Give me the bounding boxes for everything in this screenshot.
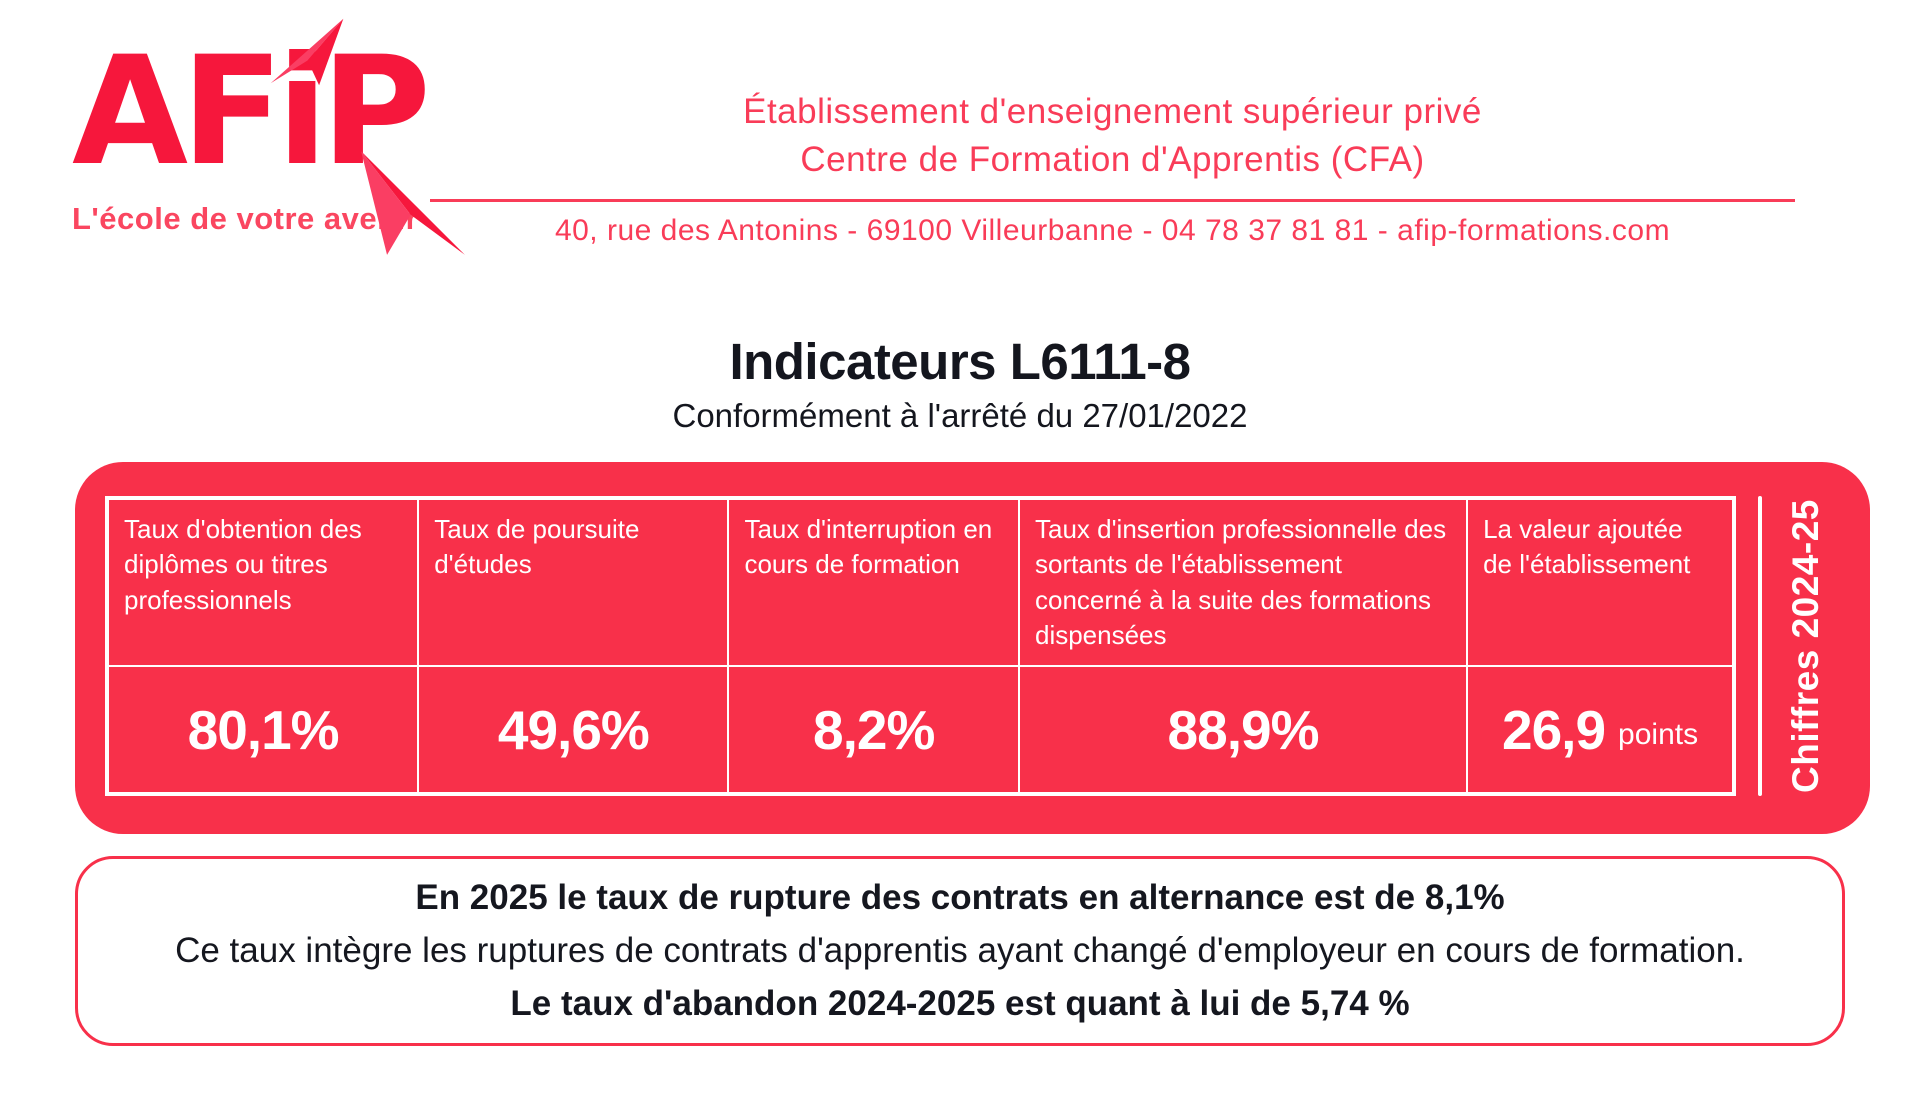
page-subtitle: Conformément à l'arrêté du 27/01/2022	[672, 397, 1248, 434]
header-divider	[430, 198, 1795, 202]
value-valeur-ajoutee: 26,9	[1501, 698, 1606, 761]
col-header-interruption: Taux d'interruption en cours de formatio…	[728, 499, 1019, 667]
value-diplomes: 80,1%	[187, 698, 340, 761]
footnote-line-explanation: Ce taux intègre les ruptures de contrats…	[175, 931, 1745, 970]
indicators-table: Taux d'obtention des diplômes ou titres …	[105, 496, 1736, 796]
value-poursuite: 49,6%	[497, 698, 650, 761]
afip-logo: AFiP L'école de votre avenir	[72, 18, 465, 286]
title-block: Indicateurs L6111-8 Conformément à l'arr…	[0, 332, 1920, 435]
value-cell-insertion: 88,9%	[1018, 666, 1468, 793]
col-header-poursuite: Taux de poursuite d'études	[418, 499, 729, 667]
side-divider	[1758, 496, 1762, 796]
col-header-diplomes: Taux d'obtention des diplômes ou titres …	[108, 499, 419, 667]
logo-tagline: L'école de votre avenir	[72, 200, 419, 236]
unit-valeur-ajoutee: points	[1618, 717, 1699, 751]
paper-plane-large-icon	[361, 151, 465, 255]
paper-plane-small-icon	[270, 18, 344, 86]
col-header-valeur-ajoutee: La valeur ajoutée de l'établissement	[1467, 499, 1733, 667]
value-cell-interruption: 8,2%	[728, 666, 1019, 793]
value-cell-diplomes: 80,1%	[108, 666, 419, 793]
cfa-line: Centre de Formation d'Apprentis (CFA)	[800, 140, 1425, 180]
address-line: 40, rue des Antonins - 69100 Villeurbann…	[554, 213, 1671, 247]
indicators-panel: Taux d'obtention des diplômes ou titres …	[75, 462, 1870, 834]
footnote-line-abandon: Le taux d'abandon 2024-2025 est quant à …	[510, 984, 1410, 1023]
establishment-header: Établissement d'enseignement supérieur p…	[430, 88, 1795, 248]
chiffres-side-label: Chiffres 2024-25	[1785, 499, 1826, 793]
col-header-insertion: Taux d'insertion professionnelle des sor…	[1018, 499, 1468, 667]
value-cell-valeur-ajoutee: 26,9 points	[1467, 666, 1733, 793]
value-insertion: 88,9%	[1167, 698, 1320, 761]
page-title: Indicateurs L6111-8	[729, 333, 1191, 390]
value-interruption: 8,2%	[813, 698, 935, 761]
value-cell-poursuite: 49,6%	[418, 666, 729, 793]
establishment-type-line: Établissement d'enseignement supérieur p…	[743, 92, 1482, 131]
footnote-line-rupture: En 2025 le taux de rupture des contrats …	[415, 878, 1505, 917]
footnote-box: En 2025 le taux de rupture des contrats …	[75, 856, 1845, 1046]
